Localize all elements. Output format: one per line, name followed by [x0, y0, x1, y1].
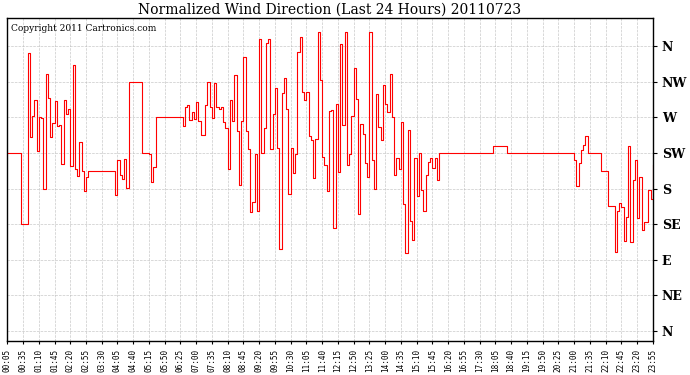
Text: Copyright 2011 Cartronics.com: Copyright 2011 Cartronics.com	[10, 24, 156, 33]
Title: Normalized Wind Direction (Last 24 Hours) 20110723: Normalized Wind Direction (Last 24 Hours…	[139, 3, 522, 17]
